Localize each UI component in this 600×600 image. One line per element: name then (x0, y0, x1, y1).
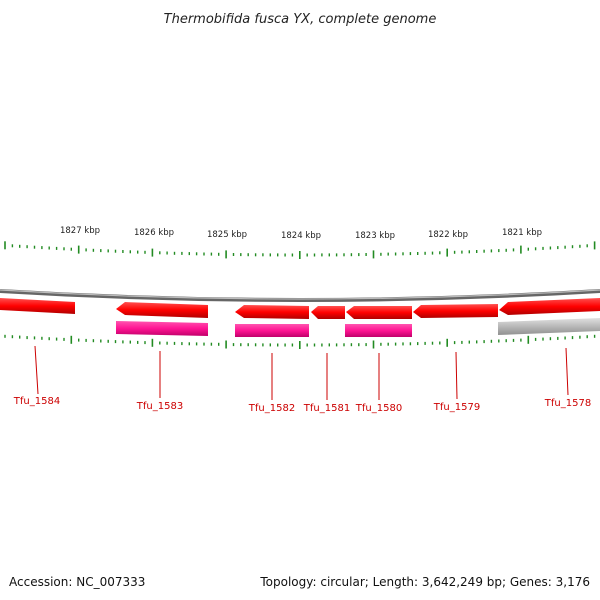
scale-labels: 1827 kbp 1826 kbp 1825 kbp 1824 kbp 1823… (60, 226, 542, 241)
cds-features (116, 318, 600, 337)
leader-line (565, 347, 569, 396)
cds-tfu-1583[interactable] (116, 321, 208, 336)
gene-arrow-tfu-1583[interactable] (116, 302, 208, 318)
gene-label[interactable]: Tfu_1579 (433, 402, 480, 413)
gene-labels: Tfu_1584 Tfu_1583 Tfu_1582 Tfu_1581 Tfu_… (13, 396, 591, 414)
gene-arrow-tfu-1584[interactable] (0, 298, 75, 314)
scale-label: 1826 kbp (134, 228, 174, 238)
scale-label: 1823 kbp (355, 231, 395, 241)
scale-label: 1825 kbp (207, 230, 247, 240)
gene-arrow-tfu-1582[interactable] (235, 305, 309, 319)
scale-label: 1821 kbp (502, 228, 542, 238)
map-title: Thermobifida fusca YX, complete genome (164, 12, 437, 27)
gene-label[interactable]: Tfu_1580 (355, 403, 402, 414)
genome-backbone-highlight (0, 289, 600, 300)
gene-arrow-tfu-1578[interactable] (499, 298, 600, 315)
gray-feature[interactable] (498, 318, 600, 335)
gene-label[interactable]: Tfu_1584 (13, 396, 60, 407)
leader-line (34, 345, 39, 395)
outer-tick-ring (4, 241, 596, 259)
cds-tfu-1582[interactable] (235, 324, 309, 337)
genome-backbone (0, 289, 600, 302)
gene-label[interactable]: Tfu_1581 (303, 403, 350, 414)
gene-label[interactable]: Tfu_1582 (248, 403, 295, 414)
scale-label: 1827 kbp (60, 226, 100, 236)
gene-arrow-tfu-1580[interactable] (346, 306, 412, 319)
gene-label[interactable]: Tfu_1578 (544, 398, 591, 409)
leader-line (455, 351, 458, 400)
gene-arrows (0, 298, 600, 319)
topology-text: Topology: circular; Length: 3,642,249 bp… (259, 575, 590, 589)
scale-label: 1824 kbp (281, 231, 321, 241)
scale-label: 1822 kbp (428, 230, 468, 240)
gene-label[interactable]: Tfu_1583 (136, 401, 183, 412)
gene-leader-lines (34, 345, 569, 400)
inner-tick-ring (4, 334, 596, 349)
gene-arrow-tfu-1579[interactable] (413, 304, 498, 318)
accession-text: Accession: NC_007333 (9, 575, 145, 589)
cds-tfu-1580[interactable] (345, 324, 412, 337)
gene-arrow-tfu-1581[interactable] (311, 306, 345, 319)
